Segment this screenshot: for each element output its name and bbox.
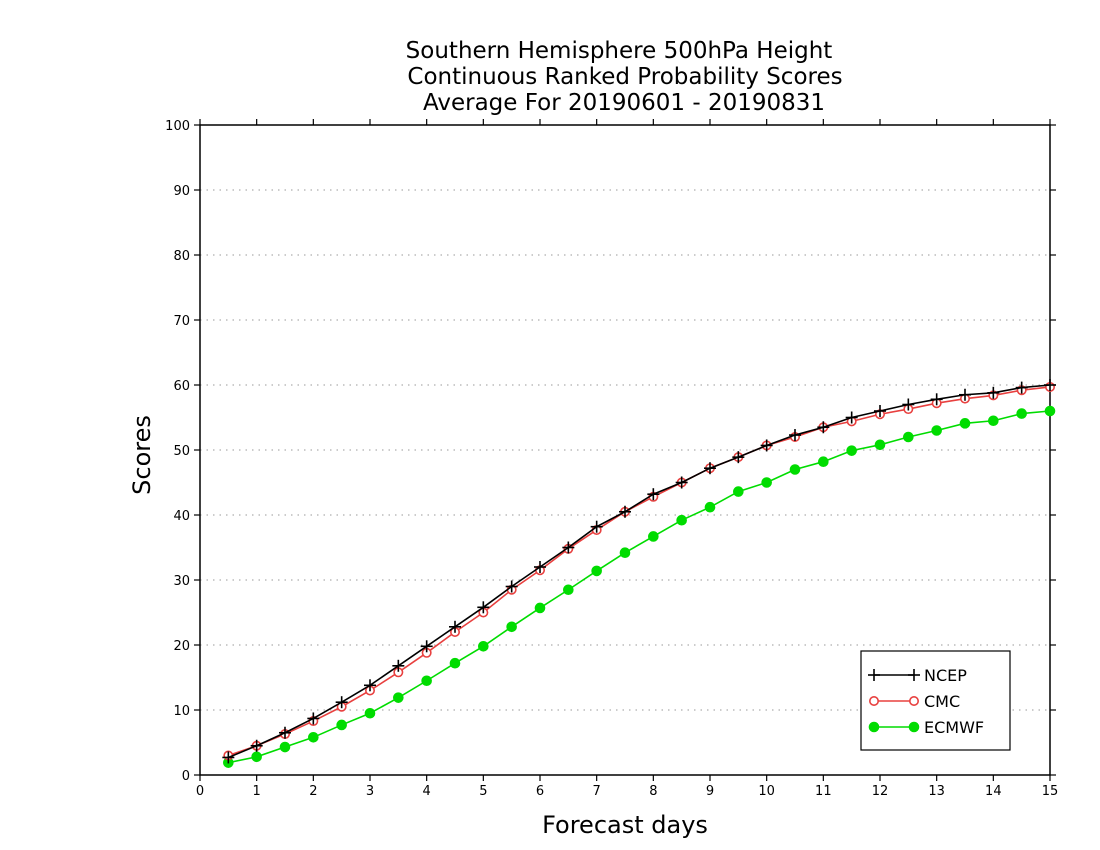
x-tick-label: 3 [366, 784, 374, 799]
x-tick-label: 2 [309, 784, 317, 799]
title-line-1: Southern Hemisphere 500hPa Height [406, 38, 833, 64]
x-tick-label: 6 [536, 784, 544, 799]
y-tick-label: 30 [173, 574, 190, 589]
x-tick-label: 1 [253, 784, 261, 799]
data-point-ecmwf [421, 675, 432, 687]
y-tick-label: 10 [173, 704, 190, 719]
x-tick-label: 5 [479, 784, 487, 799]
data-point-ecmwf [903, 431, 914, 443]
y-axis-label: Scores [128, 415, 156, 495]
legend-label-ncep: NCEP [924, 666, 967, 685]
legend-label-cmc: CMC [924, 692, 960, 711]
legend-entry-cmc: CMC [868, 692, 960, 711]
legend-label-ecmwf: ECMWF [924, 718, 984, 737]
data-point-ecmwf [591, 565, 602, 577]
legend-entry-ncep: NCEP [868, 666, 967, 685]
x-tick-label: 14 [985, 784, 1002, 799]
data-point-ecmwf [364, 707, 376, 719]
title-line-3: Average For 20190601 - 20190831 [423, 90, 825, 116]
data-point-ecmwf [733, 486, 744, 497]
y-tick-label: 50 [173, 444, 190, 459]
data-point-ecmwf [393, 692, 404, 703]
data-point-ecmwf [563, 584, 574, 596]
data-point-ecmwf [676, 514, 687, 526]
x-tick-label: 0 [196, 784, 204, 799]
data-point-ecmwf [506, 621, 517, 633]
x-tick-label: 10 [758, 784, 775, 799]
series-layer [222, 379, 1056, 768]
data-point-ecmwf [619, 547, 631, 559]
x-axis-label: Forecast days [542, 811, 708, 839]
data-point-ecmwf [449, 657, 461, 669]
data-point-ecmwf [534, 602, 546, 614]
data-point-ecmwf [648, 531, 659, 542]
legend-marker-right-cmc [908, 695, 919, 706]
x-tick-label: 12 [872, 784, 889, 799]
data-point-ecmwf [279, 741, 291, 753]
x-tick-label: 11 [815, 784, 832, 799]
data-point-ecmwf [959, 418, 971, 429]
data-point-ecmwf [704, 501, 716, 513]
legend-marker-left-cmc [868, 695, 879, 706]
y-tick-label: 70 [173, 314, 190, 329]
chart-title: Southern Hemisphere 500hPa Height Contin… [406, 38, 843, 116]
data-point-ecmwf [1044, 405, 1056, 417]
y-tick-label: 90 [173, 184, 190, 199]
y-tick-label: 100 [165, 119, 190, 134]
x-tick-label: 9 [706, 784, 714, 799]
data-point-ecmwf [874, 439, 886, 451]
legend-entries: NCEP CMC ECMWF [868, 666, 984, 737]
legend-marker-left-ecmwf [868, 721, 880, 733]
legend-marker-right-ecmwf [908, 721, 920, 733]
legend: NCEP CMC ECMWF [860, 650, 1011, 751]
data-point-ecmwf [336, 719, 347, 731]
x-tick-label: 13 [928, 784, 945, 799]
data-point-ecmwf [818, 456, 829, 468]
x-tick-label: 8 [649, 784, 657, 799]
series-ecmwf [223, 405, 1056, 768]
title-line-2: Continuous Ranked Probability Scores [407, 64, 842, 90]
grid [200, 124, 1050, 711]
data-point-ecmwf [846, 445, 857, 456]
y-tick-label: 20 [173, 639, 190, 654]
data-point-ecmwf [761, 477, 772, 488]
data-point-ecmwf [251, 751, 262, 763]
data-point-ecmwf [931, 425, 942, 436]
data-point-ecmwf [789, 464, 801, 475]
data-point-ecmwf [1016, 408, 1027, 419]
series-line-ncep [228, 384, 1051, 759]
data-point-ecmwf [988, 415, 999, 427]
y-tick-label: 0 [182, 769, 190, 784]
x-tick-label: 4 [423, 784, 431, 799]
y-tick-label: 60 [173, 379, 190, 394]
y-tick-label: 80 [173, 249, 190, 264]
legend-entry-ecmwf: ECMWF [868, 718, 984, 737]
data-point-ecmwf [308, 732, 319, 743]
data-point-ecmwf [478, 641, 489, 652]
series-ncep [222, 379, 1056, 764]
y-tick-label: 40 [173, 509, 190, 524]
x-tick-label: 15 [1042, 784, 1059, 799]
x-tick-label: 7 [593, 784, 601, 799]
